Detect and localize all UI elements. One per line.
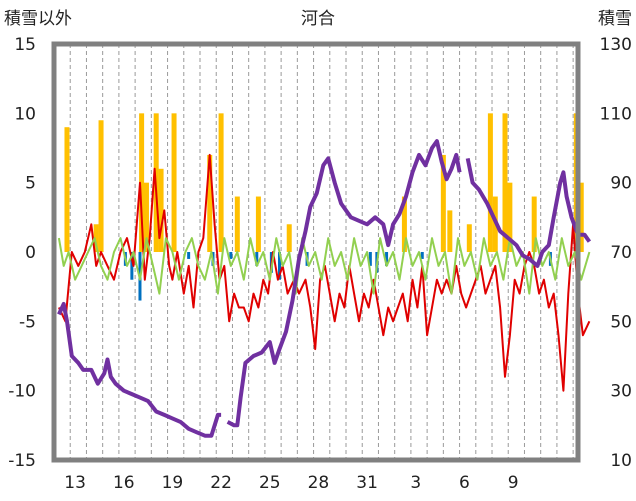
precipitation-bar: [401, 196, 407, 252]
x-axis-ticks: 13 16 19 22 25 28 31 3 6 9: [64, 473, 518, 493]
precipitation-bar: [139, 113, 145, 252]
x-tick-label: 28: [308, 473, 330, 493]
left-tick-label: -10: [8, 382, 36, 402]
left-tick-label: -5: [19, 312, 36, 332]
negative-bar: [277, 252, 281, 280]
plot-frame: [51, 41, 581, 463]
series-temperature: [57, 153, 591, 392]
precipitation-bar: [578, 182, 584, 252]
precipitation-bar: [98, 120, 104, 253]
series-lines: [57, 139, 592, 438]
precipitation-bar: [143, 182, 149, 252]
left-tick-label: 15: [14, 35, 36, 55]
series-snow-change: [57, 237, 591, 295]
left-tick-label: 0: [25, 243, 36, 263]
right-tick-label: 30: [610, 382, 632, 402]
precipitation-bar: [207, 154, 213, 252]
precipitation-bar: [218, 113, 224, 252]
x-tick-label: 3: [410, 473, 421, 493]
x-tick-label: 9: [508, 473, 519, 493]
negative-bar: [385, 252, 389, 266]
precipitation-bar: [447, 210, 453, 252]
left-axis-title: 積雪以外: [4, 9, 72, 29]
precipitation-bar: [286, 224, 292, 252]
chart-title: 河合: [301, 9, 335, 29]
precipitation-bar: [93, 224, 99, 252]
right-tick-label: 50: [610, 312, 632, 332]
precipitation-bar: [234, 196, 240, 252]
x-tick-label: 25: [259, 473, 281, 493]
negative-bar: [229, 252, 233, 259]
precipitation-bar: [502, 113, 508, 252]
vertical-gridlines: [69, 44, 574, 460]
negative-bar: [368, 252, 372, 266]
negative-bar: [130, 252, 134, 280]
right-tick-label: 70: [610, 243, 632, 263]
x-tick-label: 6: [459, 473, 470, 493]
right-tick-label: 90: [610, 174, 632, 194]
precipitation-bar: [440, 154, 446, 252]
x-tick-label: 19: [162, 473, 184, 493]
negative-bar: [420, 252, 424, 259]
series-snow-depth: [57, 139, 592, 438]
left-axis-ticks: 15 10 5 0 -5 -10 -15: [8, 35, 36, 471]
right-tick-label: 10: [610, 451, 632, 471]
precipitation-bar: [171, 113, 177, 252]
left-tick-label: 5: [25, 174, 36, 194]
negative-bar: [255, 252, 259, 266]
precipitation-bar: [466, 224, 472, 252]
x-tick-label: 16: [113, 473, 135, 493]
precipitation-bar: [255, 196, 261, 252]
precipitation-bar: [487, 113, 493, 252]
left-tick-label: 10: [14, 104, 36, 124]
x-tick-label: 31: [356, 473, 378, 493]
precipitation-bar: [158, 168, 164, 252]
left-tick-label: -15: [8, 451, 36, 471]
x-tick-label: 13: [64, 473, 86, 493]
precipitation-bar: [531, 196, 537, 252]
right-tick-label: 110: [600, 104, 632, 124]
x-tick-label: 22: [210, 473, 232, 493]
negative-bar: [187, 252, 191, 259]
precipitation-bar: [507, 182, 513, 252]
right-axis-title: 積雪: [598, 9, 632, 29]
right-axis-ticks: 130 110 90 70 50 30 10: [600, 35, 632, 471]
precipitation-bar: [64, 127, 70, 252]
right-tick-label: 130: [600, 35, 632, 55]
